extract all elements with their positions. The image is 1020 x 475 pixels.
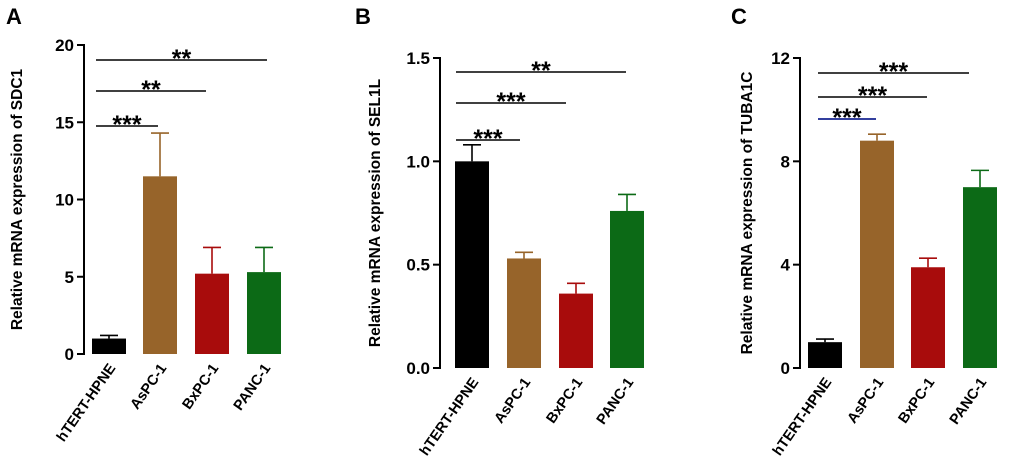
significance-label-b-2: ** [531, 57, 551, 85]
bar-a-2 [195, 273, 229, 354]
bar-c-0 [808, 342, 842, 368]
bar-b-3 [610, 210, 644, 368]
bar-a-0 [92, 338, 126, 354]
x-tick-label-c-3: PANC-1 [947, 375, 990, 428]
bar-c-2 [911, 267, 945, 368]
significance-label-a-0: *** [112, 111, 141, 139]
bar-c-3 [963, 187, 997, 368]
y-tick-label-a: 15 [55, 113, 74, 132]
y-axis-label-b: Relative mRNA expression of SEL1L [367, 79, 384, 347]
panel-c: C Relative mRNA expression of TUBA1C 0 4 8 12… [731, 4, 997, 459]
y-tick-label-c: 0 [781, 359, 790, 378]
y-tick-label-b: 1.5 [406, 49, 430, 68]
panel-letter-b: B [355, 4, 371, 29]
bar-b-1 [507, 258, 541, 368]
x-tick-label-b-0: hTERT-HPNE [417, 375, 483, 459]
y-tick-label-a: 20 [55, 36, 74, 55]
bar-b-2 [559, 293, 593, 368]
x-tick-label-c-0: hTERT-HPNE [770, 375, 836, 459]
y-axis-label-c: Relative mRNA expression of TUBA1C [739, 72, 756, 355]
bar-a-1 [143, 176, 177, 354]
panel-letter-c: C [731, 4, 747, 29]
x-tick-label-c-2: BxPC-1 [896, 375, 939, 426]
x-tick-label-c-1: AsPC-1 [845, 375, 888, 426]
significance-label-c-0: *** [832, 104, 861, 132]
y-axis-label-a: Relative mRNA expression of SDC1 [9, 68, 26, 330]
y-tick-label-c: 8 [781, 152, 790, 171]
x-tick-label-b-3: PANC-1 [594, 375, 637, 428]
x-tick-label-a-0: hTERT-HPNE [54, 361, 120, 445]
y-tick-label-c: 12 [771, 49, 790, 68]
x-tick-label-b-1: AsPC-1 [492, 375, 535, 426]
bar-b-0 [455, 161, 489, 368]
panel-letter-a: A [6, 4, 22, 29]
bar-c-1 [860, 140, 894, 368]
panel-a: A Relative mRNA expression of SDC1 0 5 10 15 2… [6, 4, 281, 445]
y-tick-label-b: 0.5 [406, 256, 430, 275]
x-tick-label-a-3: PANC-1 [231, 361, 274, 414]
significance-label-b-1: *** [496, 88, 525, 116]
significance-label-a-1: ** [141, 76, 161, 104]
bar-a-3 [247, 272, 281, 354]
panel-b: B Relative mRNA expression of SEL1L 0.0 0.5… [355, 4, 644, 459]
y-tick-label-c: 4 [781, 256, 791, 275]
y-tick-label-b: 0.0 [406, 359, 430, 378]
x-tick-label-a-2: BxPC-1 [180, 361, 223, 412]
y-tick-label-a: 5 [65, 268, 74, 287]
x-tick-label-b-2: BxPC-1 [544, 375, 587, 426]
significance-label-c-1: *** [858, 82, 887, 110]
y-tick-label-b: 1.0 [406, 152, 430, 171]
significance-label-b-0: *** [473, 125, 502, 153]
significance-label-a-2: ** [172, 45, 192, 73]
significance-label-c-2: *** [879, 58, 908, 86]
x-tick-label-a-1: AsPC-1 [128, 361, 171, 412]
y-tick-label-a: 10 [55, 191, 74, 210]
y-tick-label-a: 0 [65, 345, 74, 364]
